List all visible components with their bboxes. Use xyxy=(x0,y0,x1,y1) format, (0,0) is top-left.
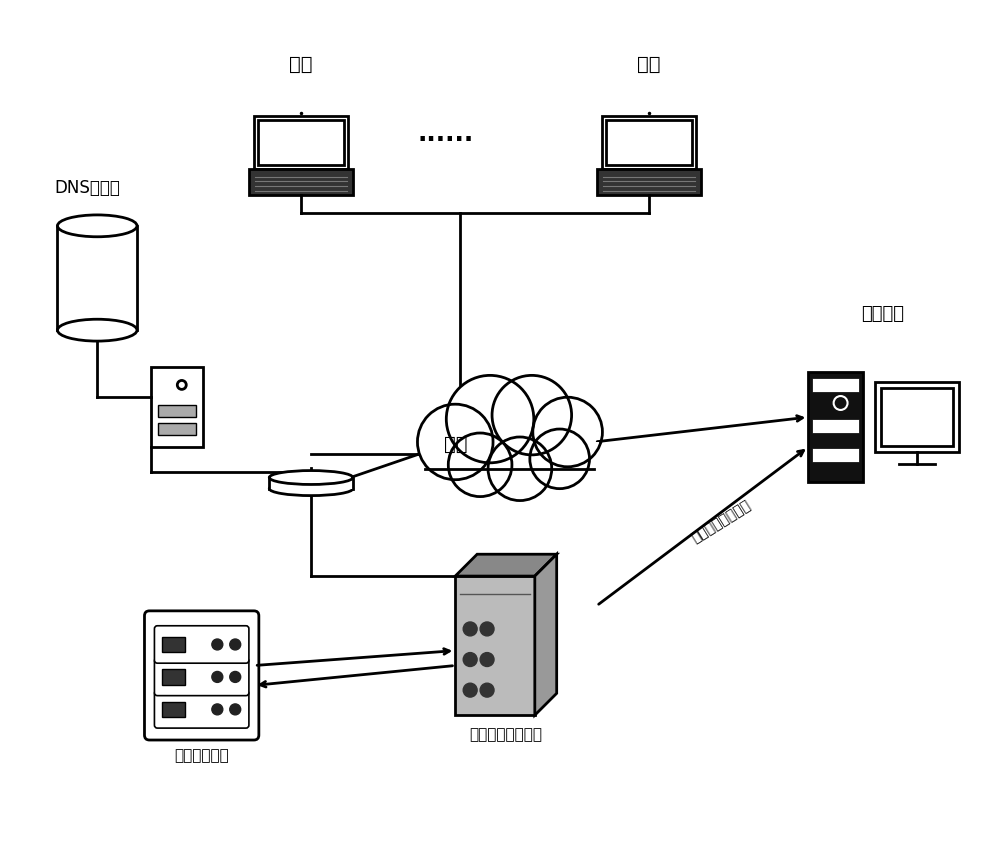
Circle shape xyxy=(480,683,494,697)
FancyBboxPatch shape xyxy=(812,448,859,462)
FancyBboxPatch shape xyxy=(162,636,185,652)
FancyBboxPatch shape xyxy=(154,658,249,695)
Text: 监控系统: 监控系统 xyxy=(861,304,904,323)
FancyBboxPatch shape xyxy=(258,120,344,165)
FancyBboxPatch shape xyxy=(269,478,353,489)
Circle shape xyxy=(463,683,477,697)
Circle shape xyxy=(212,639,223,650)
Circle shape xyxy=(835,397,847,409)
FancyBboxPatch shape xyxy=(455,576,535,715)
FancyBboxPatch shape xyxy=(154,626,249,663)
Circle shape xyxy=(480,653,494,667)
FancyBboxPatch shape xyxy=(57,225,137,330)
Text: ......: ...... xyxy=(417,122,473,146)
Text: 网络: 网络 xyxy=(444,435,467,454)
Circle shape xyxy=(463,653,477,667)
FancyBboxPatch shape xyxy=(249,169,353,194)
FancyBboxPatch shape xyxy=(420,442,599,482)
Circle shape xyxy=(446,375,534,463)
Text: DNS服务器: DNS服务器 xyxy=(54,179,120,197)
Text: 终端: 终端 xyxy=(637,55,661,75)
Text: 僵尸网络检测系统: 僵尸网络检测系统 xyxy=(469,727,542,742)
Ellipse shape xyxy=(57,319,137,341)
FancyBboxPatch shape xyxy=(154,691,249,728)
Circle shape xyxy=(212,704,223,715)
FancyBboxPatch shape xyxy=(144,611,259,740)
Ellipse shape xyxy=(57,215,137,237)
Circle shape xyxy=(463,622,477,636)
FancyBboxPatch shape xyxy=(158,405,196,417)
Circle shape xyxy=(533,397,602,466)
FancyBboxPatch shape xyxy=(162,701,185,717)
FancyBboxPatch shape xyxy=(875,382,959,452)
FancyBboxPatch shape xyxy=(606,120,692,165)
FancyBboxPatch shape xyxy=(812,378,859,392)
Circle shape xyxy=(488,437,552,500)
FancyBboxPatch shape xyxy=(158,423,196,435)
Circle shape xyxy=(230,639,241,650)
Polygon shape xyxy=(455,554,557,576)
Ellipse shape xyxy=(269,471,353,485)
FancyBboxPatch shape xyxy=(597,169,701,194)
FancyBboxPatch shape xyxy=(808,373,863,482)
Circle shape xyxy=(448,433,512,497)
Text: 终端: 终端 xyxy=(289,55,313,75)
FancyBboxPatch shape xyxy=(881,388,953,446)
Circle shape xyxy=(530,429,590,489)
Circle shape xyxy=(230,671,241,682)
FancyBboxPatch shape xyxy=(151,368,203,447)
Circle shape xyxy=(212,671,223,682)
FancyBboxPatch shape xyxy=(812,419,859,433)
Circle shape xyxy=(480,622,494,636)
Polygon shape xyxy=(535,554,557,715)
Text: 恶意域名检测: 恶意域名检测 xyxy=(174,748,229,763)
FancyBboxPatch shape xyxy=(254,116,348,169)
Circle shape xyxy=(230,704,241,715)
Text: 上报检测结果信息: 上报检测结果信息 xyxy=(689,498,753,545)
Ellipse shape xyxy=(269,482,353,496)
FancyBboxPatch shape xyxy=(162,669,185,685)
FancyBboxPatch shape xyxy=(602,116,696,169)
Circle shape xyxy=(417,404,493,479)
Circle shape xyxy=(492,375,572,455)
